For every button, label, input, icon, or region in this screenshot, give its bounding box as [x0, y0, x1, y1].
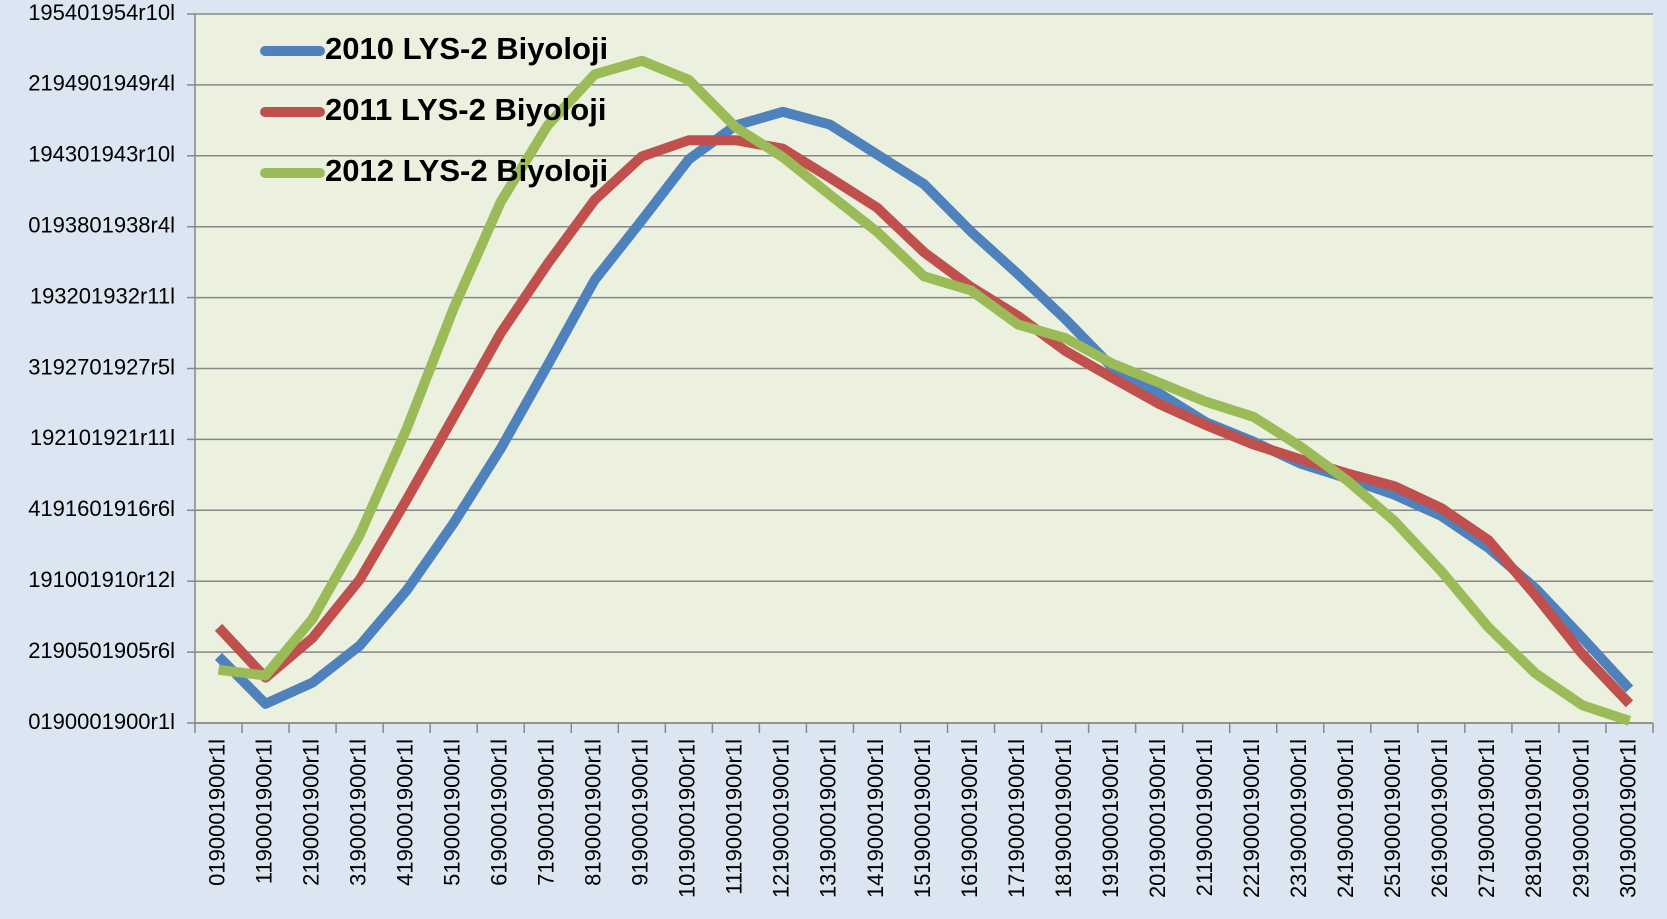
x-tick-label: 22190001900r1l [1239, 739, 1264, 898]
x-tick-label: 1190001900r1l [251, 739, 276, 884]
legend-label: 2012 LYS-2 Biyoloji [325, 153, 608, 188]
x-tick-label: 15190001900r1l [910, 739, 935, 898]
y-tick-label: 0193801938r4l [28, 213, 175, 238]
x-tick-label: 19190001900r1l [1098, 739, 1123, 898]
x-tick-label: 30190001900r1l [1615, 739, 1640, 898]
y-tick-label: 193201932r11l [30, 283, 175, 308]
x-tick-label: 14190001900r1l [863, 739, 888, 898]
y-tick-label: 192101921r11l [30, 425, 175, 450]
x-tick-label: 11190001900r1l [722, 739, 747, 895]
x-tick-label: 17190001900r1l [1004, 739, 1029, 898]
x-tick-label: 21190001900r1l [1192, 739, 1217, 896]
x-tick-label: 13190001900r1l [816, 739, 841, 898]
y-tick-label: 3192701927r5l [28, 354, 175, 379]
legend-label: 2011 LYS-2 Biyoloji [325, 92, 606, 127]
x-tick-label: 18190001900r1l [1051, 739, 1076, 898]
y-tick-label: 2194901949r4l [28, 71, 175, 96]
x-tick-label: 12190001900r1l [769, 739, 794, 898]
x-tick-label: 20190001900r1l [1145, 739, 1170, 898]
y-tick-label: 191001910r12l [28, 567, 175, 592]
y-tick-label: 0190001900r1l [28, 709, 175, 734]
y-tick-label: 195401954r10l [28, 0, 175, 25]
x-tick-label: 9190001900r1l [628, 739, 653, 886]
x-tick-label: 27190001900r1l [1474, 739, 1499, 898]
x-tick-label: 8190001900r1l [581, 739, 606, 886]
x-tick-label: 23190001900r1l [1286, 739, 1311, 898]
x-tick-label: 24190001900r1l [1333, 739, 1358, 898]
x-tick-label: 6190001900r1l [487, 739, 512, 886]
legend-label: 2010 LYS-2 Biyoloji [325, 31, 608, 66]
series-line [214, 106, 1634, 709]
x-tick-label: 16190001900r1l [957, 739, 982, 898]
x-tick-label: 10190001900r1l [675, 739, 700, 898]
series-line [217, 55, 1632, 726]
x-tick-label: 7190001900r1l [534, 739, 559, 886]
series-line [214, 135, 1634, 708]
y-tick-label: 194301943r10l [28, 142, 175, 167]
x-tick-label: 26190001900r1l [1427, 739, 1452, 898]
x-tick-label: 4190001900r1l [392, 739, 417, 886]
x-tick-label: 2190001900r1l [298, 739, 323, 886]
x-tick-label: 25190001900r1l [1380, 739, 1405, 898]
x-tick-label: 29190001900r1l [1568, 739, 1593, 898]
y-tick-label: 4191601916r6l [28, 496, 175, 521]
x-tick-label: 3190001900r1l [345, 739, 370, 886]
x-tick-label: 5190001900r1l [439, 739, 464, 886]
y-tick-label: 2190501905r6l [28, 638, 175, 663]
x-tick-label: 28190001900r1l [1521, 739, 1546, 898]
x-tick-label: 0190001900r1l [204, 739, 229, 886]
